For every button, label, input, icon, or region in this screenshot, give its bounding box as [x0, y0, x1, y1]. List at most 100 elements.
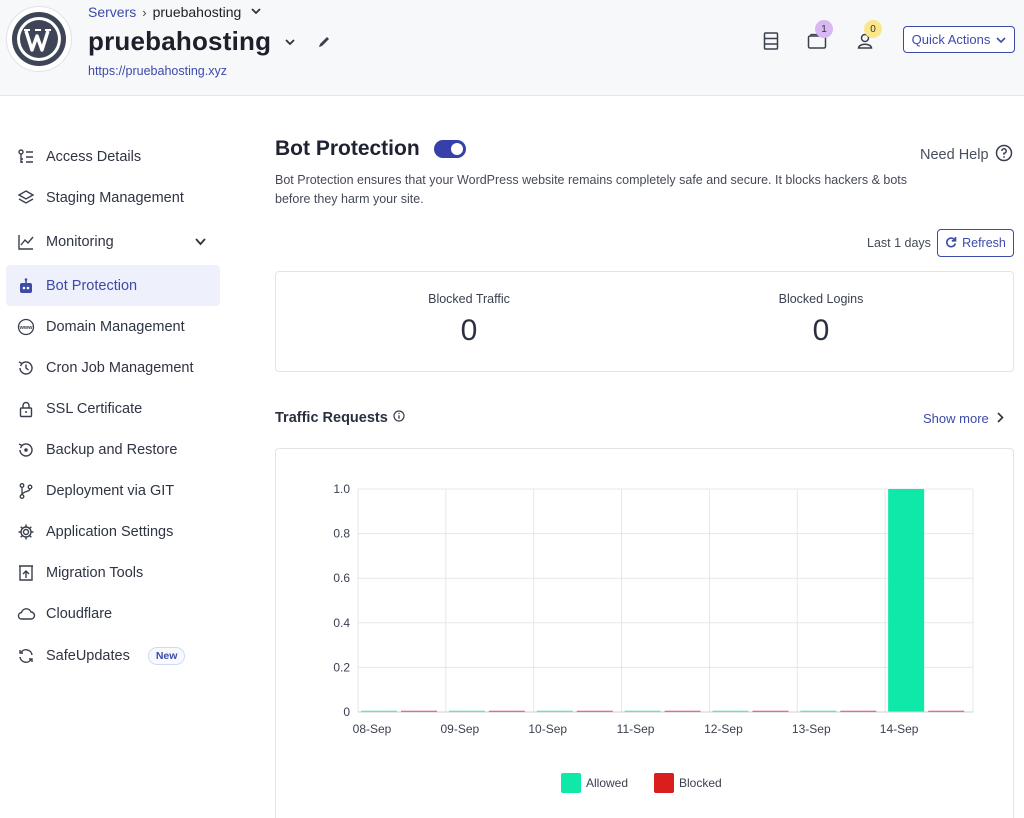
traffic-requests-heading: Traffic Requests	[275, 410, 405, 426]
sidebar-item-label: Monitoring	[46, 233, 114, 250]
x-tick-label: 14-Sep	[880, 722, 919, 736]
x-tick-label: 09-Sep	[441, 722, 480, 736]
site-title-row: pruebahosting	[88, 26, 331, 57]
sidebar-item-safeupdates[interactable]: SafeUpdates New	[6, 634, 220, 677]
y-tick-label: 0	[343, 705, 350, 719]
breadcrumb-servers-link[interactable]: Servers	[88, 4, 137, 20]
need-help-link[interactable]: Need Help	[920, 144, 1013, 166]
sidebar-item-backup-and-restore[interactable]: Backup and Restore	[6, 429, 220, 470]
bar-allowed	[888, 489, 925, 712]
quick-actions-label: Quick Actions	[911, 32, 991, 47]
show-more-label: Show more	[923, 411, 989, 426]
lock-icon	[16, 399, 36, 419]
key-list-icon	[16, 147, 36, 167]
sidebar-item-monitoring[interactable]: Monitoring	[6, 218, 220, 265]
sidebar: Access Details Staging Management Monito…	[6, 136, 220, 677]
sidebar-item-ssl-certificate[interactable]: SSL Certificate	[6, 388, 220, 429]
x-tick-label: 08-Sep	[353, 722, 392, 736]
bot-protection-title: Bot Protection	[275, 137, 420, 160]
sidebar-item-cron-job-management[interactable]: Cron Job Management	[6, 347, 220, 388]
site-url-link[interactable]: https://pruebahosting.xyz	[88, 64, 227, 78]
line-chart-icon	[16, 232, 36, 252]
page-title: pruebahosting	[88, 26, 272, 56]
bar-blocked	[840, 710, 877, 712]
traffic-chart-card: 0 0.2 0.4 0.6 0.8 1.0 08-Sep 09-Sep 10-Sep 11-Sep…	[275, 448, 1014, 818]
bar-blocked	[488, 710, 525, 712]
chevron-down-icon	[996, 32, 1006, 47]
bar-blocked	[576, 710, 613, 712]
blocked-traffic-stat: Blocked Traffic 0	[369, 292, 569, 348]
traffic-chart: 0 0.2 0.4 0.6 0.8 1.0 08-Sep 09-Sep 10-Sep 11-Sep…	[333, 482, 974, 793]
sidebar-item-migration-tools[interactable]: Migration Tools	[6, 552, 220, 593]
x-tick-label: 13-Sep	[792, 722, 831, 736]
sidebar-item-domain-management[interactable]: www Domain Management	[6, 306, 220, 347]
notifications-badge: 1	[815, 20, 833, 38]
history-icon	[16, 358, 36, 378]
layers-icon	[16, 188, 36, 208]
y-tick-label: 0.4	[333, 616, 350, 630]
sidebar-item-label: Domain Management	[46, 318, 185, 335]
blocked-traffic-label: Blocked Traffic	[428, 292, 510, 306]
blocked-logins-label: Blocked Logins	[778, 292, 864, 306]
quick-actions-button[interactable]: Quick Actions	[903, 26, 1015, 53]
sidebar-item-label: Access Details	[46, 148, 142, 165]
svg-text:www: www	[19, 325, 34, 331]
blocked-logins-value: 0	[812, 314, 830, 347]
wordpress-logo-icon	[6, 6, 72, 72]
sidebar-item-label: Application Settings	[46, 523, 174, 540]
migration-icon	[16, 563, 36, 583]
legend-swatch-allowed	[561, 773, 581, 793]
breadcrumb-current[interactable]: pruebahosting	[152, 4, 242, 20]
bot-protection-toggle[interactable]	[433, 140, 466, 158]
blocked-logins-stat: Blocked Logins 0	[721, 292, 921, 348]
sidebar-item-label: SafeUpdates	[46, 647, 130, 664]
robot-icon	[16, 276, 36, 296]
sidebar-item-label: Cloudflare	[46, 605, 113, 622]
y-tick-label: 0.6	[333, 571, 350, 585]
bar-blocked	[401, 710, 437, 712]
bar-blocked	[928, 710, 965, 712]
bar-allowed	[624, 710, 661, 712]
breadcrumb: Servers › pruebahosting	[88, 4, 261, 20]
description-text: Bot Protection ensures that your WordPre…	[275, 173, 908, 206]
refresh-label: Refresh	[962, 236, 1006, 250]
show-more-link[interactable]: Show more	[923, 411, 1004, 426]
sidebar-item-label: SSL Certificate	[46, 400, 143, 417]
x-tick-label: 10-Sep	[528, 722, 567, 736]
sidebar-item-deployment-via-git[interactable]: Deployment via GIT	[6, 470, 220, 511]
help-circle-icon	[995, 144, 1013, 166]
server-list-icon[interactable]	[760, 30, 782, 52]
x-tick-label: 11-Sep	[617, 722, 655, 736]
sidebar-item-label: Cron Job Management	[46, 359, 194, 376]
chevron-down-icon[interactable]	[251, 6, 261, 18]
bar-allowed	[712, 710, 749, 712]
date-range-label: Last 1 days	[867, 236, 931, 250]
sidebar-item-access-details[interactable]: Access Details	[6, 136, 220, 177]
bar-allowed	[361, 710, 397, 712]
y-tick-label: 1.0	[333, 482, 350, 496]
info-icon[interactable]	[393, 410, 405, 426]
sidebar-item-cloudflare[interactable]: Cloudflare	[6, 593, 220, 634]
bar-allowed	[448, 710, 485, 712]
sidebar-item-label: Staging Management	[46, 189, 184, 206]
refresh-icon	[16, 646, 36, 666]
edit-pencil-icon[interactable]	[317, 35, 331, 49]
y-tick-label: 0.8	[333, 527, 350, 541]
gear-icon	[16, 522, 36, 542]
sidebar-item-application-settings[interactable]: Application Settings	[6, 511, 220, 552]
sidebar-item-bot-protection[interactable]: Bot Protection	[6, 265, 220, 306]
www-icon: www	[16, 317, 36, 337]
need-help-label: Need Help	[920, 147, 989, 163]
refresh-button[interactable]: Refresh	[937, 229, 1014, 257]
bar-blocked	[664, 710, 701, 712]
sidebar-item-label: Deployment via GIT	[46, 482, 175, 499]
legend-label-blocked: Blocked	[679, 776, 722, 790]
sidebar-item-staging-management[interactable]: Staging Management	[6, 177, 220, 218]
refresh-icon	[945, 236, 957, 251]
sidebar-item-label: Backup and Restore	[46, 441, 178, 458]
bar-allowed	[536, 710, 573, 712]
stats-card: Blocked Traffic 0 Blocked Logins 0	[275, 271, 1014, 372]
breadcrumb-separator: ›	[142, 4, 147, 20]
site-switcher-chevron-icon[interactable]	[285, 35, 295, 49]
chevron-right-icon	[997, 411, 1004, 426]
